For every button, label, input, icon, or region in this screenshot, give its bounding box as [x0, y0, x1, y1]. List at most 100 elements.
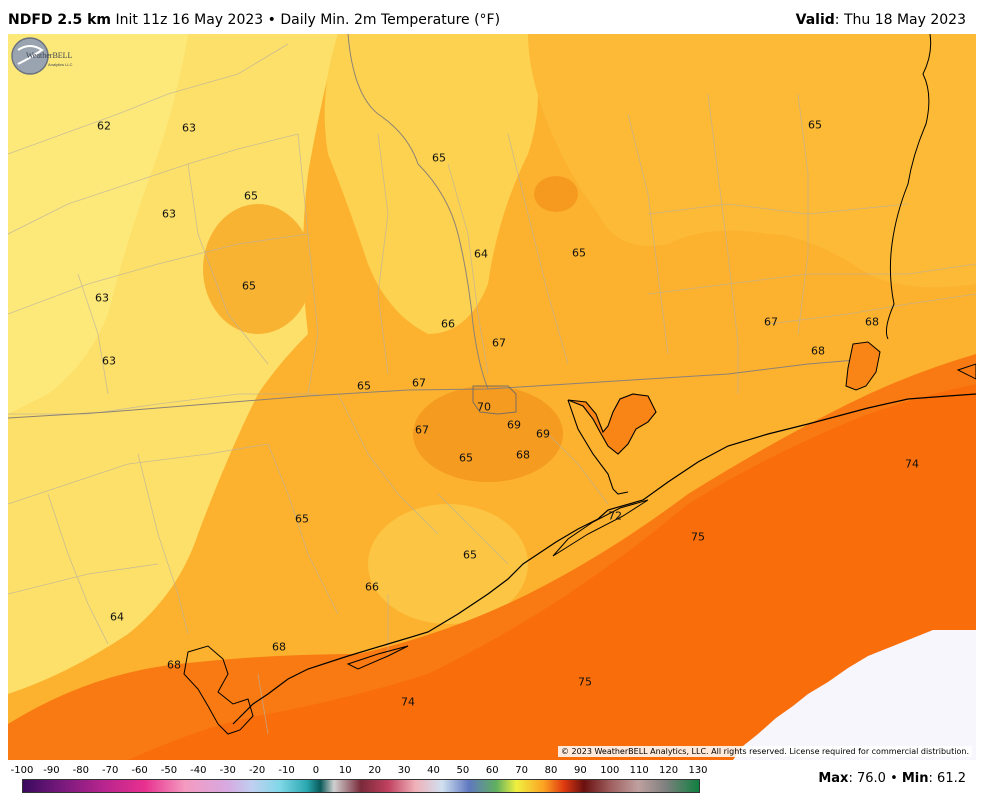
temperature-label: 65	[295, 512, 309, 526]
temperature-label: 68	[272, 640, 286, 654]
temperature-label: 68	[865, 315, 879, 329]
temperature-label: 65	[463, 548, 477, 562]
bay-west-shore	[567, 399, 629, 495]
temperature-label: 65	[572, 246, 586, 260]
valid-label: Valid	[795, 12, 835, 28]
legend-colorbar	[22, 779, 700, 793]
temperature-label: 67	[764, 315, 778, 329]
max-label: Max	[818, 771, 849, 786]
legend-tick-label: -40	[190, 765, 207, 776]
temperature-label: 75	[691, 530, 705, 544]
coolest-zone-nw	[8, 34, 188, 414]
coastline	[232, 393, 976, 725]
legend-tick-label: 130	[688, 765, 708, 776]
legend-tick-label: -20	[248, 765, 266, 776]
logo-swirl	[17, 45, 44, 65]
bay-outline	[567, 393, 657, 455]
model-name: NDFD 2.5 km	[8, 12, 111, 28]
lake-outline	[845, 341, 881, 391]
logo-globe	[11, 37, 49, 75]
temperature-label: 70	[477, 400, 491, 414]
legend-tick-label: -10	[278, 765, 295, 776]
map-title: NDFD 2.5 km Init 11z 16 May 2023 • Daily…	[8, 12, 500, 28]
temperature-label: 67	[415, 423, 429, 437]
weatherbell-logo: WeatherBELL Analytics LLC	[11, 37, 73, 75]
min-label: Min	[901, 771, 929, 786]
southwest-bay	[183, 645, 254, 735]
warm-cell-ne	[534, 176, 578, 212]
init-time: Init 11z 16 May 2023	[115, 12, 264, 28]
map-header: NDFD 2.5 km Init 11z 16 May 2023 • Daily…	[0, 0, 984, 34]
gulf-zone	[128, 384, 976, 760]
color-legend: -100 -90 -80 -70 -60 -50 -40 -30 -20 -10 0 10 20 30 40…	[0, 762, 984, 808]
legend-tick-label: 100	[600, 765, 620, 776]
legend-tick-label: -50	[160, 765, 178, 776]
legend-tick-label: 120	[659, 765, 679, 776]
title-separator: •	[267, 12, 276, 28]
map-canvas	[8, 34, 976, 760]
temperature-label: 68	[167, 658, 181, 672]
temperature-label: 66	[441, 317, 455, 331]
legend-tick-label: -90	[43, 765, 60, 776]
cool-zone-north	[324, 34, 538, 334]
temperature-label: 64	[110, 610, 124, 624]
temperature-label: 68	[516, 448, 530, 462]
stats-separator: •	[890, 771, 898, 786]
temperature-label: 65	[357, 379, 371, 393]
temperature-label: 65	[244, 189, 258, 203]
legend-tick-label: -80	[72, 765, 89, 776]
copyright-notice: © 2023 WeatherBELL Analytics, LLC. All r…	[558, 746, 972, 757]
legend-tick-label: 110	[629, 765, 649, 776]
temperature-label: 67	[412, 376, 426, 390]
legend-tick-label: 90	[574, 765, 587, 776]
temperature-label: 65	[432, 151, 446, 165]
legend-tick-label: 10	[338, 765, 352, 776]
urban-warm-zone	[413, 386, 563, 482]
zone-northeast	[528, 34, 976, 288]
temperature-label: 63	[95, 291, 109, 305]
colorbar-gradient	[23, 780, 699, 792]
temperature-label: 63	[162, 207, 176, 221]
county-boundaries	[8, 43, 976, 735]
max-min-stats: Max: 76.0 • Min: 61.2	[818, 771, 966, 786]
legend-tick-label: 0	[312, 765, 320, 776]
temperature-label: 65	[242, 279, 256, 293]
legend-tick-label: -70	[102, 765, 119, 776]
logo-subtext: Analytics LLC	[48, 62, 73, 67]
valid-time: Valid: Thu 18 May 2023	[796, 12, 966, 28]
legend-tick-label: 50	[456, 765, 470, 776]
temperature-label: 74	[401, 695, 415, 709]
legend-tick-label: 70	[515, 765, 529, 776]
river-boundary	[347, 34, 489, 390]
pocket-west	[203, 204, 313, 334]
legend-tick-label: -100	[10, 765, 34, 776]
barrier-island-east	[552, 499, 649, 557]
east-shore	[956, 363, 976, 380]
legend-ticks: -100 -90 -80 -70 -60 -50 -40 -30 -20 -10 0 10 20 30 40…	[0, 765, 984, 777]
logo-text: WeatherBELL	[26, 51, 73, 60]
legend-tick-label: -30	[219, 765, 236, 776]
temperature-label: 68	[811, 344, 825, 358]
legend-tick-label: 20	[368, 765, 382, 776]
temperature-map: 62 63 65 63 65 63 63 65 64 65 65 66 67 67 68 68 65 67 70 69…	[8, 34, 976, 760]
valid-value: : Thu 18 May 2023	[834, 12, 966, 28]
temperature-label: 63	[102, 354, 116, 368]
legend-tick-label: 40	[427, 765, 440, 776]
temperature-label: 62	[97, 119, 111, 133]
temperature-label: 75	[578, 675, 592, 689]
temperature-label: 65	[459, 451, 473, 465]
legend-tick-label: -60	[131, 765, 148, 776]
legend-tick-label: 30	[397, 765, 411, 776]
min-value: : 61.2	[928, 771, 966, 786]
legend-tick-label: 80	[544, 765, 558, 776]
state-border	[886, 34, 932, 340]
temperature-label: 74	[905, 457, 919, 471]
temperature-label: 64	[474, 247, 488, 261]
barrier-island-west	[346, 645, 409, 670]
temperature-label: 66	[365, 580, 379, 594]
temperature-label: 65	[808, 118, 822, 132]
max-value: : 76.0	[848, 771, 886, 786]
temperature-label: 72	[608, 509, 622, 523]
field-name: Daily Min. 2m Temperature (°F)	[280, 12, 501, 28]
city-outline	[472, 385, 517, 415]
